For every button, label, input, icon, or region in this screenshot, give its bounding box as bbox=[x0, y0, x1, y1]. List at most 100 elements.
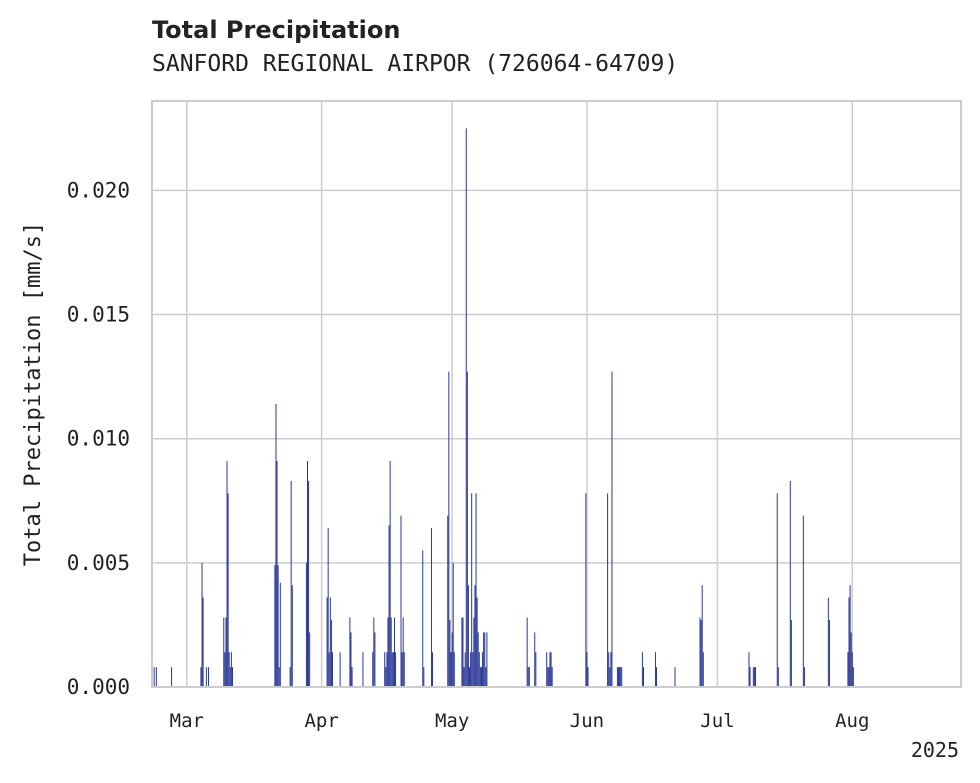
precip-bar bbox=[275, 403, 277, 687]
precip-bar bbox=[476, 597, 478, 687]
precip-bar bbox=[535, 652, 537, 687]
precip-bar bbox=[153, 667, 155, 687]
precip-bar bbox=[422, 550, 424, 687]
precip-bar bbox=[802, 515, 804, 687]
precip-bar bbox=[452, 562, 454, 687]
precip-bar bbox=[621, 667, 623, 687]
precip-bar bbox=[620, 667, 622, 687]
precip-bar bbox=[395, 652, 397, 687]
precip-bar bbox=[617, 667, 619, 687]
precip-bar bbox=[278, 667, 280, 687]
precip-bar bbox=[155, 667, 157, 687]
precip-bar bbox=[789, 480, 791, 687]
y-tick-label: 0.020 bbox=[67, 178, 130, 202]
precip-bar bbox=[332, 652, 333, 687]
precip-bar bbox=[641, 652, 643, 687]
x-tick-label: Jul bbox=[700, 710, 734, 732]
precip-bar bbox=[231, 667, 233, 687]
precip-bar bbox=[387, 617, 389, 687]
precip-bar bbox=[202, 597, 204, 687]
precip-bar bbox=[473, 617, 475, 687]
precip-bar bbox=[351, 667, 353, 687]
precip-bar bbox=[276, 461, 278, 687]
precip-bar bbox=[850, 632, 852, 687]
precip-bar bbox=[403, 652, 405, 687]
precip-bar bbox=[448, 371, 450, 687]
precip-bar bbox=[392, 652, 394, 687]
precip-bar bbox=[464, 652, 466, 687]
precip-bar bbox=[609, 667, 611, 687]
precip-bar bbox=[852, 667, 854, 687]
precip-bar bbox=[527, 667, 529, 687]
precip-bar bbox=[453, 652, 455, 687]
precip-bar bbox=[208, 667, 210, 687]
precip-bar bbox=[477, 632, 479, 687]
precip-bar bbox=[610, 652, 612, 687]
precip-bar bbox=[608, 652, 610, 687]
precip-bar bbox=[389, 461, 391, 687]
precip-bar bbox=[385, 667, 387, 687]
x-tick-label: Jun bbox=[570, 710, 604, 732]
precip-bar bbox=[461, 617, 463, 687]
precip-bar bbox=[790, 619, 792, 687]
precip-bar bbox=[225, 617, 227, 687]
precip-bar bbox=[547, 667, 549, 687]
precip-bar bbox=[400, 515, 402, 687]
precip-bar bbox=[526, 617, 528, 687]
precip-bar bbox=[700, 619, 702, 687]
precip-bar bbox=[470, 652, 472, 687]
precip-bar bbox=[423, 667, 425, 687]
precip-bar bbox=[485, 667, 487, 687]
precip-bar bbox=[451, 632, 453, 687]
precip-bar bbox=[384, 652, 386, 687]
x-axis-year-label: 2025 bbox=[911, 738, 959, 762]
precip-bar bbox=[753, 667, 755, 687]
precip-bar bbox=[749, 667, 751, 687]
precip-bar bbox=[393, 617, 395, 687]
y-axis-ticks: 0.000 0.005 0.010 0.015 0.020 bbox=[67, 178, 130, 699]
precip-bar bbox=[330, 619, 332, 687]
precip-bar bbox=[551, 667, 553, 687]
precip-bar bbox=[475, 493, 477, 687]
precip-bar bbox=[350, 632, 352, 687]
precip-bar bbox=[549, 652, 551, 687]
precip-bar bbox=[305, 562, 307, 687]
precip-bar bbox=[849, 585, 851, 687]
precip-bar bbox=[534, 632, 536, 687]
precip-bar bbox=[699, 617, 701, 687]
x-tick-label: Aug bbox=[835, 710, 869, 732]
precip-bar bbox=[226, 461, 228, 687]
precip-bar bbox=[224, 652, 226, 687]
precip-bar bbox=[586, 652, 588, 687]
precip-bar bbox=[528, 667, 530, 687]
precip-bar bbox=[329, 597, 331, 687]
precip-bar bbox=[484, 632, 486, 687]
precip-bar bbox=[611, 371, 613, 687]
precip-bar bbox=[466, 371, 468, 687]
chart-subtitle: SANFORD REGIONAL AIRPOR (726064-64709) bbox=[152, 51, 679, 77]
precip-bar bbox=[201, 562, 203, 687]
precip-bar bbox=[374, 632, 376, 687]
precip-bar bbox=[308, 480, 310, 687]
precip-bar bbox=[349, 617, 351, 687]
precip-bar bbox=[223, 617, 225, 687]
y-axis-label: Total Precipitation [mm/s] bbox=[21, 222, 46, 566]
precip-bar bbox=[654, 652, 656, 687]
x-tick-label: Mar bbox=[170, 710, 204, 732]
precip-bar bbox=[607, 493, 609, 687]
precip-bar bbox=[702, 652, 704, 687]
precip-bar bbox=[200, 667, 202, 687]
precip-bar bbox=[449, 619, 451, 687]
precip-bar bbox=[373, 617, 375, 687]
precip-bar bbox=[432, 652, 434, 687]
precip-bar bbox=[386, 652, 388, 687]
precip-bar bbox=[463, 667, 465, 687]
precip-bar bbox=[328, 652, 330, 687]
y-tick-label: 0.015 bbox=[67, 303, 130, 327]
plot-frame bbox=[151, 100, 962, 688]
precip-bar bbox=[390, 617, 392, 687]
precip-bar bbox=[401, 652, 403, 687]
precip-bar bbox=[326, 597, 328, 687]
precip-bar bbox=[616, 667, 618, 687]
precip-bar bbox=[465, 128, 467, 688]
